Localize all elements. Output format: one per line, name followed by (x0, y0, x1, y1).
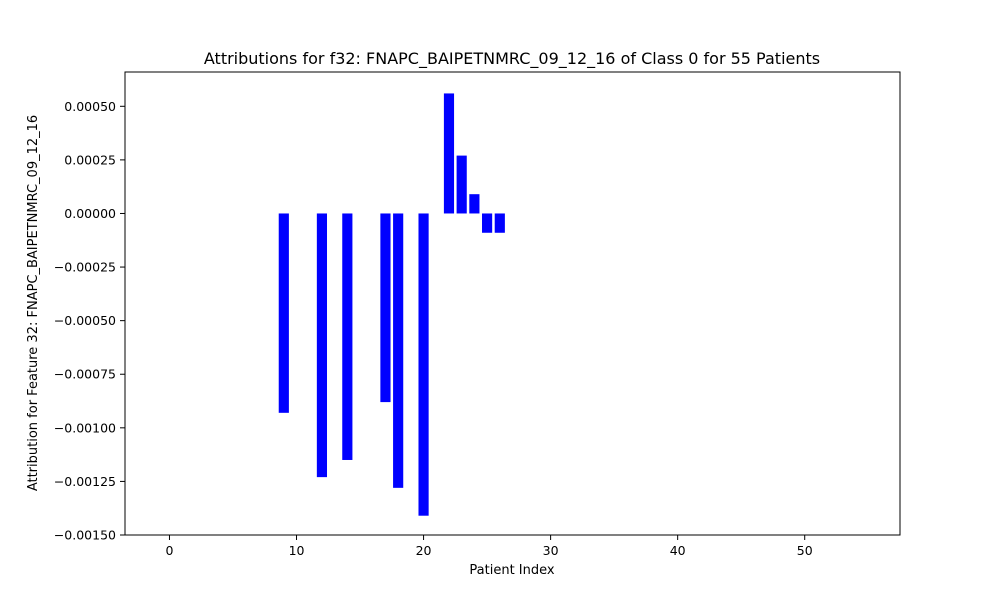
bar-patient-23 (456, 155, 467, 214)
bar-patient-14 (342, 213, 353, 460)
y-tick-label: 0.00025 (64, 152, 116, 167)
y-tick-label: −0.00125 (54, 474, 116, 489)
bar-patient-26 (494, 213, 505, 233)
bar-patient-22 (443, 93, 455, 214)
bar-patient-17 (380, 213, 391, 403)
bar-patient-18 (393, 213, 404, 488)
y-tick-label: −0.00100 (54, 420, 116, 435)
x-tick-label: 0 (165, 543, 173, 558)
y-tick-label: 0.00050 (64, 99, 116, 114)
bars-group (278, 93, 505, 516)
plot-area: 0 10 20 30 40 50 −0.00150−0.00125−0.00100−0.0… (54, 71, 901, 558)
x-tick-label: 10 (289, 543, 305, 558)
x-axis-ticks: 0 10 20 30 40 50 (165, 535, 813, 558)
y-axis-label: Attribution for Feature 32: FNAPC_BAIPET… (26, 115, 41, 491)
y-tick-label: −0.00150 (54, 528, 116, 543)
x-tick-label: 40 (670, 543, 686, 558)
bar-patient-12 (316, 213, 328, 478)
x-axis-label: Patient Index (469, 563, 554, 578)
bar-patient-25 (482, 213, 493, 233)
bar-patient-9 (278, 213, 289, 413)
x-tick-label: 30 (543, 543, 559, 558)
chart-title: Attributions for f32: FNAPC_BAIPETNMRC_0… (204, 49, 820, 69)
axes-frame (124, 71, 901, 536)
y-axis-ticks: −0.00150 −0.00125 −0.00100 −0.00075 −0.00050… (54, 99, 125, 543)
x-tick-label: 20 (416, 543, 432, 558)
y-tick-label: −0.00050 (54, 313, 116, 328)
x-tick-label: 50 (797, 543, 813, 558)
bar-patient-20 (418, 213, 429, 516)
bar-patient-24 (469, 194, 480, 214)
y-tick-label: 0.00000 (64, 206, 116, 221)
y-tick-label: −0.00075 (54, 367, 116, 382)
y-tick-label: −0.00025 (54, 260, 116, 275)
